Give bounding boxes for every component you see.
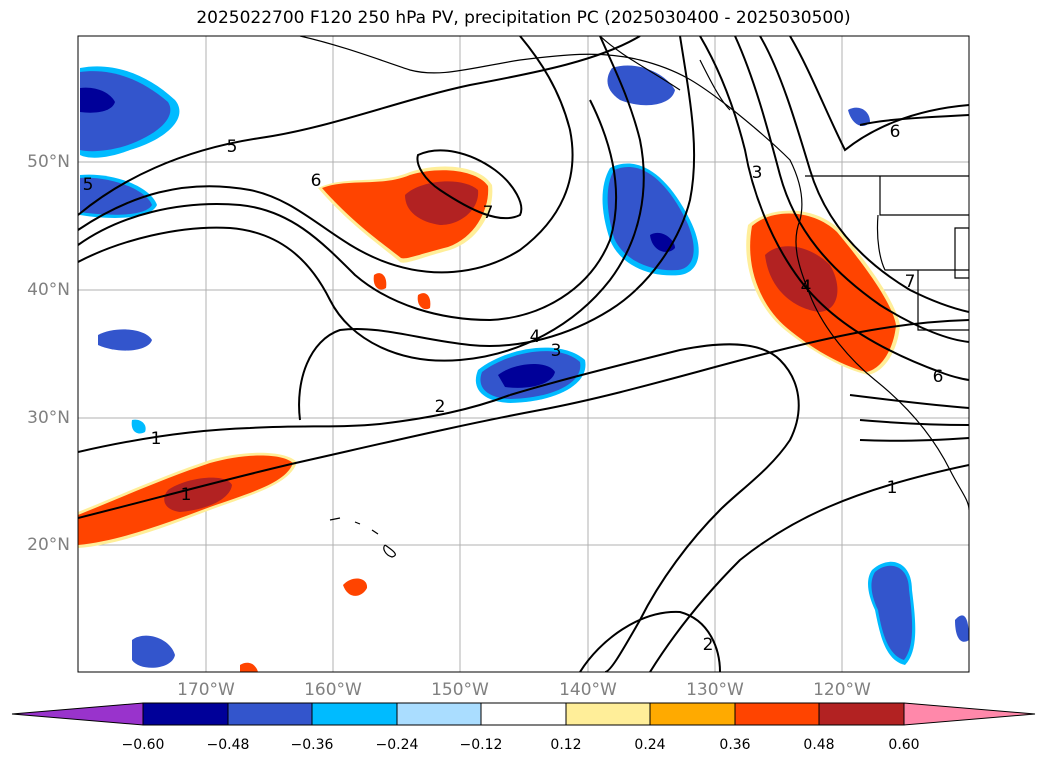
contour-label: 4 bbox=[530, 327, 541, 347]
contour-label: 6 bbox=[890, 122, 901, 142]
negative-anomaly-shading bbox=[80, 65, 969, 668]
contour-label: 6 bbox=[311, 171, 322, 191]
contour-label: 2 bbox=[435, 397, 446, 417]
colorbar-tick: −0.24 bbox=[375, 737, 419, 753]
colorbar-tick: −0.12 bbox=[459, 737, 503, 753]
lat-tick: 40°N bbox=[27, 280, 70, 300]
lat-tick: 20°N bbox=[27, 535, 70, 555]
contour-label: 1 bbox=[887, 478, 898, 498]
lon-tick: 160°W bbox=[304, 680, 362, 700]
colorbar-tick: −0.48 bbox=[206, 737, 250, 753]
lat-tick: 50°N bbox=[27, 152, 70, 172]
contour-label: 3 bbox=[551, 341, 562, 361]
colorbar-tick: 0.24 bbox=[634, 737, 666, 753]
colorbar bbox=[11, 702, 1036, 726]
contour-label: 3 bbox=[752, 163, 763, 183]
lon-tick: 130°W bbox=[686, 680, 744, 700]
contour-label: 4 bbox=[801, 277, 812, 297]
lon-tick: 140°W bbox=[559, 680, 617, 700]
contour-label: 5 bbox=[83, 175, 94, 195]
contour-label: 2 bbox=[703, 635, 714, 655]
map-title: 2025022700 F120 250 hPa PV, precipitatio… bbox=[196, 8, 851, 28]
lon-tick: 120°W bbox=[813, 680, 871, 700]
contour-label: 5 bbox=[227, 137, 238, 157]
contour-labels: 5 6 7 4 3 2 1 1 1 2 3 4 6 7 6 5 bbox=[83, 122, 944, 655]
colorbar-tick: 0.12 bbox=[550, 737, 582, 753]
colorbar-tick: 0.48 bbox=[803, 737, 835, 753]
colorbar-tick: −0.60 bbox=[121, 737, 165, 753]
colorbar-extend-low bbox=[11, 702, 144, 726]
colorbar-tick: 0.60 bbox=[888, 737, 920, 753]
colorbar-extend-high bbox=[903, 702, 1036, 726]
pv-contours bbox=[78, 36, 969, 672]
colorbar-tick: −0.36 bbox=[290, 737, 334, 753]
lon-tick: 150°W bbox=[431, 680, 489, 700]
contour-label: 7 bbox=[905, 272, 916, 292]
colorbar-tick: 0.36 bbox=[719, 737, 751, 753]
contour-label: 1 bbox=[181, 485, 192, 505]
lat-tick: 30°N bbox=[27, 408, 70, 428]
contour-label: 1 bbox=[151, 429, 162, 449]
contour-label: 7 bbox=[483, 203, 494, 223]
lon-tick: 170°W bbox=[177, 680, 235, 700]
contour-label: 6 bbox=[933, 367, 944, 387]
coastlines bbox=[299, 36, 969, 558]
